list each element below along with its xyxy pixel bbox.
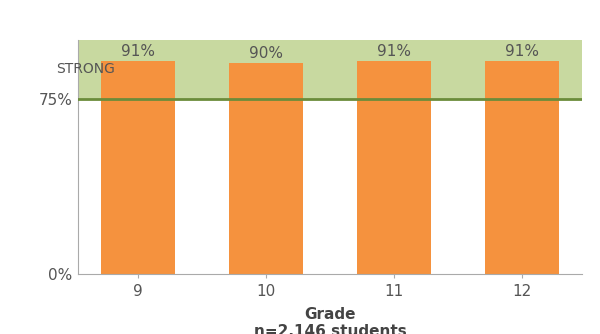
Text: 90%: 90% <box>249 46 283 61</box>
Bar <box>357 61 431 274</box>
Bar <box>485 61 559 274</box>
Text: 91%: 91% <box>505 44 539 59</box>
Text: STRONG: STRONG <box>56 62 115 76</box>
Bar <box>78 40 582 99</box>
Text: 91%: 91% <box>377 44 411 59</box>
Bar <box>229 63 303 274</box>
Text: 91%: 91% <box>121 44 155 59</box>
Bar <box>101 61 175 274</box>
X-axis label: Grade
n=2,146 students: Grade n=2,146 students <box>254 307 406 334</box>
